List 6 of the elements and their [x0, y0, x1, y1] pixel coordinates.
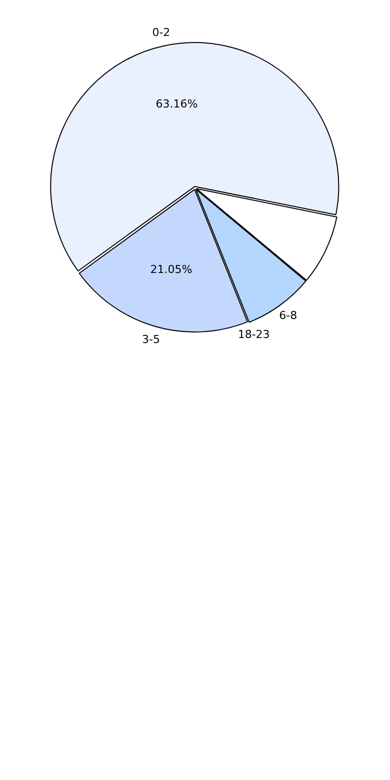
- slice-label: 3-5: [142, 333, 160, 346]
- data-label: 63.16%: [156, 97, 198, 110]
- data-label: 21.05%: [150, 263, 192, 276]
- slice-label: 0-2: [152, 26, 170, 40]
- slice-label: 6-8: [279, 309, 298, 322]
- category-label: 18-23: [238, 328, 270, 342]
